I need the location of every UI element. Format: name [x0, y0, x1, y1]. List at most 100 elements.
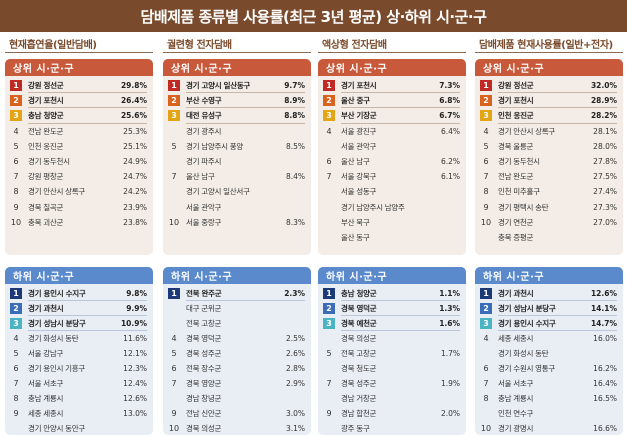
rank-badge: 9: [13, 409, 19, 418]
rank-badge: 3: [323, 110, 335, 122]
rank-badge: 1: [323, 80, 335, 92]
rate-value: 8.8%: [284, 111, 305, 121]
rank-badge: 3: [480, 318, 492, 329]
rate-value: 1.6%: [439, 319, 460, 328]
heading-divider: [5, 52, 153, 53]
region-name: 경남 합천군: [341, 409, 377, 418]
upper-row: 경기 파주시: [168, 154, 305, 169]
rate-value: 2.9%: [285, 379, 305, 388]
upper-ranking-panel: 상위 시·군·구 1 강원 정선군 32.0% 2 경기 포천시 28.9% 3 인천 옹진군 2…: [475, 59, 623, 255]
region-name: 세종 세종시: [498, 334, 534, 343]
rate-value: 28.1%: [593, 126, 617, 136]
rate-value: 29.8%: [120, 81, 147, 91]
rank-badge: 8: [13, 394, 19, 403]
region-name: 대구 군위군: [186, 304, 222, 313]
rate-value: 27.8%: [593, 157, 617, 167]
rank-badge: 2: [168, 95, 180, 107]
rank-badge: 6: [483, 364, 489, 373]
region-name: 강원 정선군: [28, 81, 64, 91]
upper-row: 6 경기 동두천시 27.8%: [480, 154, 617, 169]
upper-row: 서울 성동구: [323, 184, 460, 199]
rate-value: 24.9%: [123, 157, 147, 167]
region-name: 경북 예천군: [341, 319, 377, 328]
region-name: 울산 중구: [341, 96, 370, 106]
lower-ranking-panel: 하위 시·군·구 1 경기 과천시 12.6% 2 경기 성남시 분당구 14.1% 3 경기 …: [475, 267, 623, 435]
region-name: 경기 평택시 송탄: [498, 202, 549, 212]
upper-row: 경기 고양시 일산서구: [168, 184, 305, 199]
lower-row: 대구 군위군: [168, 301, 305, 316]
rate-value: 6.2%: [440, 157, 460, 167]
rank-badge: 6: [13, 157, 19, 167]
rank-badge: 9: [13, 202, 19, 212]
region-name: 서울 광진구: [341, 126, 377, 136]
heading-divider: [318, 52, 466, 53]
rate-value: 16.5%: [593, 394, 617, 403]
rate-value: 16.4%: [593, 379, 617, 388]
rate-value: 28.9%: [590, 96, 617, 106]
lower-row: 경기 안양시 동안구: [10, 421, 147, 435]
region-name: 서울 중랑구: [186, 217, 222, 227]
rank-badge: 6: [483, 157, 489, 167]
ranking-list: 1 경기 과천시 12.6% 2 경기 성남시 분당구 14.1% 3 경기 용인시 수지구 1…: [475, 284, 623, 435]
upper-row: 9 경기 평택시 송탄 27.3%: [480, 200, 617, 215]
region-name: 경기 고양시 일산동구: [186, 81, 251, 91]
rank-badge: 10: [168, 424, 180, 433]
upper-row: 8 인천 미추홀구 27.4%: [480, 184, 617, 199]
upper-row: 9 경북 칠곡군 23.9%: [10, 200, 147, 215]
region-name: 경기 연천군: [498, 217, 534, 227]
region-name: 울산 동구: [341, 232, 370, 242]
upper-row: 10 경기 연천군 27.0%: [480, 215, 617, 230]
rate-value: 13.0%: [123, 409, 147, 418]
rate-value: 25.3%: [123, 126, 147, 136]
lower-row: 3 경북 예천군 1.6%: [323, 316, 460, 331]
rank-badge: 9: [171, 409, 177, 418]
rate-value: 27.5%: [593, 172, 617, 182]
rate-value: 2.8%: [285, 364, 305, 373]
upper-row: 1 강원 정선군 32.0%: [480, 78, 617, 94]
rank-badge: 7: [483, 172, 489, 182]
rank-badge: 2: [10, 303, 22, 314]
region-name: 경기 과천시: [28, 304, 64, 313]
rank-badge: 1: [480, 80, 492, 92]
rate-value: 8.9%: [284, 96, 305, 106]
rank-badge: 6: [171, 364, 177, 373]
rank-badge: 2: [480, 95, 492, 107]
rank-badge: 3: [480, 110, 492, 122]
region-name: 경북 의성군: [186, 424, 222, 433]
upper-row: 7 전남 완도군 27.5%: [480, 169, 617, 184]
rank-badge: 3: [168, 110, 180, 122]
upper-row: 3 대전 유성구 8.8%: [168, 108, 305, 124]
rate-value: 14.1%: [590, 304, 617, 313]
region-name: 경북 청도군: [341, 364, 377, 373]
region-name: 충남 청양군: [28, 111, 64, 121]
rank-badge: 10: [168, 217, 180, 227]
region-name: 경기 광주시: [186, 126, 222, 136]
region-name: 인천 옹진군: [498, 111, 534, 121]
lower-panel-header: 하위 시·군·구: [5, 267, 153, 284]
rank-badge: 3: [10, 318, 22, 329]
lower-panel-header: 하위 시·군·구: [318, 267, 466, 284]
rank-badge: 7: [326, 379, 332, 388]
region-name: 경기 안양시 동안구: [28, 424, 85, 433]
rank-badge: 4: [13, 334, 19, 343]
rate-value: 16.0%: [593, 334, 617, 343]
lower-row: 7 서울 서초구 16.4%: [480, 376, 617, 391]
region-name: 대전 유성구: [186, 111, 222, 121]
region-name: 서울 관악구: [186, 202, 222, 212]
region-name: 경기 화성시 동탄: [498, 349, 549, 358]
category-column: 담배제품 현재사용률(일반+전자) 상위 시·군·구 1 강원 정선군 32.0% 2 경기…: [475, 36, 623, 436]
rate-value: 6.8%: [439, 96, 460, 106]
upper-row: 3 부산 기장군 6.7%: [323, 108, 460, 124]
region-name: 서울 강북구: [341, 172, 377, 182]
upper-row: 1 강원 정선군 29.8%: [10, 78, 147, 94]
ranking-list: 1 전북 완주군 2.3% 대구 군위군 전북 고창군 4 경북 영덕군 2.5% 5 경북 성주…: [163, 284, 311, 435]
upper-row: 4 경기 안산시 상록구 28.1%: [480, 124, 617, 139]
lower-panel-header: 하위 시·군·구: [475, 267, 623, 284]
ranking-list: 1 경기 고양시 일산동구 9.7% 2 부산 수영구 8.9% 3 대전 유성구 8.8% 경기…: [163, 76, 311, 230]
region-name: 서울 관악구: [341, 141, 377, 151]
rate-value: 12.6%: [590, 289, 617, 298]
rate-value: 8.5%: [285, 141, 305, 151]
rank-badge: 8: [483, 394, 489, 403]
lower-row: 전북 고창군: [168, 316, 305, 331]
rank-badge: 7: [326, 172, 332, 182]
